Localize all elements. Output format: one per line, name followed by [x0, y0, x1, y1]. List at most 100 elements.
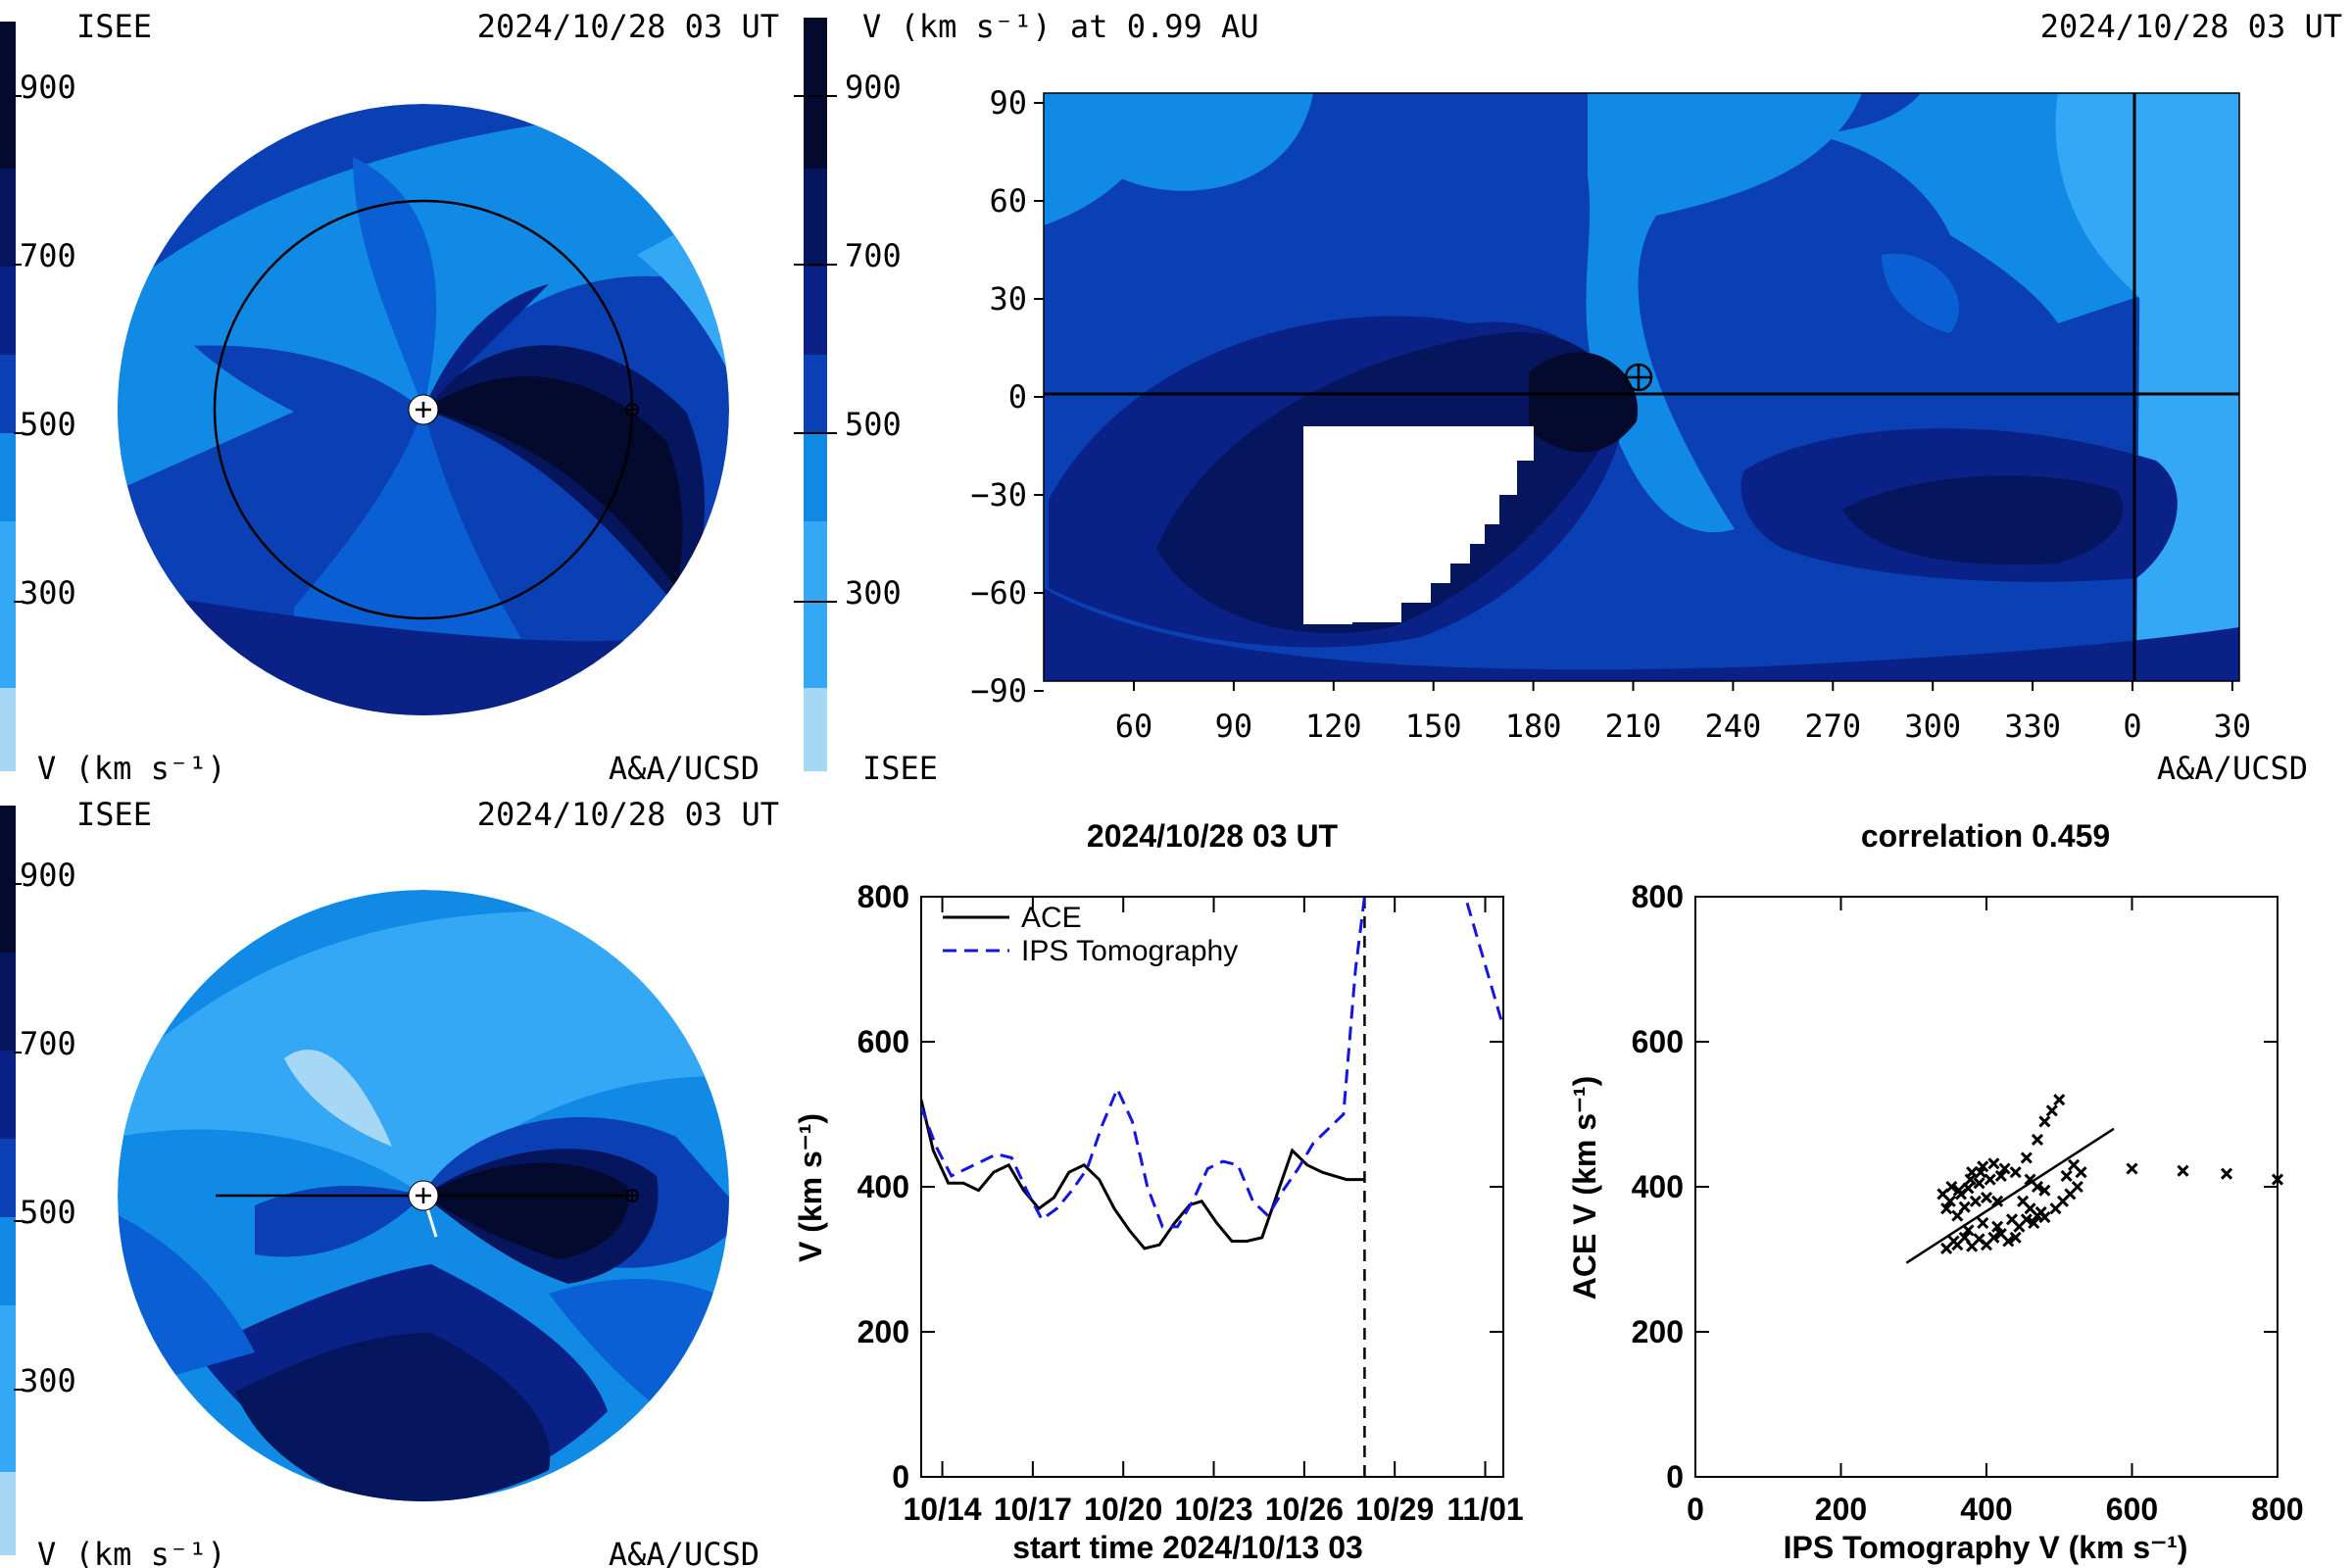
scatter-y-tick-label: 600 — [1632, 1024, 1684, 1059]
colorbar-tl — [0, 22, 22, 771]
scatter-y-tick-label: 800 — [1632, 879, 1684, 914]
scatter-frame — [1694, 896, 2278, 1478]
series-ips-line-forecast — [1463, 897, 1503, 1028]
scatter-point — [1991, 1195, 2004, 1207]
series-ace-line — [921, 1099, 1365, 1250]
map-y-tick-label: −30 — [970, 476, 1027, 514]
cbar-tick-500-tr: 500 — [845, 406, 902, 443]
scatter-y-ticks: 0 200 400 600 800 — [1632, 879, 2278, 1494]
timeseries-y-tick-label: 400 — [858, 1169, 909, 1204]
scatter-point — [2271, 1173, 2284, 1186]
scatter-x-tick-label: 200 — [1815, 1492, 1867, 1527]
map-x-tick-label: 0 — [2123, 708, 2141, 745]
credit-bl: A&A/UCSD — [609, 1536, 760, 1568]
map-y-ticks: 90 60 30 0 −30 −60 −90 — [970, 84, 1044, 710]
scatter-point — [1987, 1231, 2000, 1244]
legend-ips-label: IPS Tomography — [1021, 935, 1238, 967]
map-x-tick-label: 120 — [1305, 708, 1362, 745]
map-y-tick-label: −60 — [970, 574, 1027, 612]
scatter-point — [1958, 1200, 1971, 1213]
earth-marker-tl — [625, 403, 639, 416]
scatter-point — [2031, 1133, 2044, 1146]
scatter-x-tick-label: 600 — [2106, 1492, 2158, 1527]
scatter-point — [1998, 1162, 2011, 1175]
credit-tl: A&A/UCSD — [609, 750, 760, 787]
scatter-point — [2038, 1184, 2051, 1197]
scatter-title: correlation 0.459 — [1861, 818, 2110, 854]
scatter-y-tick-label: 0 — [1666, 1459, 1684, 1494]
scatter-point — [2038, 1115, 2051, 1128]
cbar-tick-300-tr: 300 — [845, 574, 902, 612]
scatter-x-tick-label: 800 — [2251, 1492, 2303, 1527]
colorbar-tr — [794, 18, 837, 771]
map-y-tick-label: 30 — [989, 280, 1027, 318]
timeseries-frame — [920, 896, 1504, 1478]
scatter-x-tick-label: 400 — [1960, 1492, 2012, 1527]
panel-bl: ISEE 2024/10/28 03 UT 900 700 500 300 V … — [0, 796, 779, 1568]
scatter-y-tick-label: 200 — [1632, 1314, 1684, 1349]
series-ips-line — [921, 897, 1366, 1229]
scatter-point — [2031, 1180, 2044, 1194]
panel-tl: ISEE 2024/10/28 03 UT 900 700 500 300 V … — [0, 8, 779, 787]
scatter-point — [2009, 1231, 2022, 1244]
map-frame — [1043, 92, 2240, 682]
velocity-map — [1044, 93, 2239, 681]
map-title: V (km s⁻¹) at 0.99 AU — [862, 8, 1259, 45]
scatter-point — [1984, 1173, 1996, 1186]
scatter-point — [1994, 1169, 2007, 1182]
scatter-point — [1973, 1177, 1985, 1190]
cbar-tick-300-tl: 300 — [20, 574, 76, 612]
scatter-point — [2045, 1104, 2058, 1117]
map-x-tick-label: 300 — [1904, 708, 1961, 745]
timeseries-y-ticks: 0 200 400 600 800 — [858, 879, 1503, 1494]
map-x-tick-label: 150 — [1405, 708, 1462, 745]
timeseries-x-ticks: 10/14 10/17 10/20 10/23 10/26 10/29 11/01 — [904, 897, 1524, 1527]
scatter-point — [1987, 1157, 2000, 1170]
scatter-point — [1962, 1224, 1975, 1237]
scatter-y-tick-label: 400 — [1632, 1169, 1684, 1204]
map-x-tick-label: 330 — [2004, 708, 2061, 745]
map-x-tick-label: 180 — [1505, 708, 1562, 745]
map-x-tick-label: 90 — [1215, 708, 1253, 745]
scatter-point — [2020, 1152, 2033, 1164]
colorbar-bl — [0, 806, 22, 1555]
timeseries-legend: ACE IPS Tomography — [943, 902, 1238, 967]
cbar-tick-700-tl: 700 — [20, 237, 76, 274]
regression-line — [1905, 1127, 2115, 1264]
timeseries-y-tick-label: 800 — [858, 879, 909, 914]
scatter-x-ticks: 0 200 400 600 800 — [1687, 897, 2304, 1527]
scatter-point — [2220, 1167, 2233, 1180]
scatter-point — [2068, 1158, 2081, 1171]
scatter-points — [1936, 1094, 2284, 1254]
scatter-point — [2009, 1166, 2022, 1179]
panel-scatter: correlation 0.459 0 200 400 600 800 0 200 400 6… — [1567, 818, 2304, 1565]
scatter-point — [1969, 1195, 1982, 1207]
scatter-point — [2060, 1169, 2073, 1182]
timestamp-tr: 2024/10/28 03 UT — [2040, 8, 2342, 45]
timeseries-y-label: V (km s⁻¹) — [793, 1113, 828, 1262]
scatter-point — [2020, 1213, 2033, 1226]
scatter-point — [2126, 1162, 2138, 1175]
map-y-tick-label: −90 — [970, 672, 1027, 710]
timeseries-x-tick-label: 11/01 — [1446, 1492, 1523, 1527]
scatter-point — [2002, 1235, 2015, 1248]
timeseries-x-tick-label: 10/29 — [1355, 1492, 1434, 1527]
scatter-y-label: ACE V (km s⁻¹) — [1567, 1076, 1602, 1299]
scatter-point — [1991, 1220, 2004, 1233]
cbar-tick-500-tl: 500 — [20, 406, 76, 443]
legend-ace-label: ACE — [1021, 902, 1082, 934]
timeseries-y-tick-label: 0 — [892, 1459, 909, 1494]
scatter-point — [2177, 1164, 2189, 1177]
map-x-tick-label: 240 — [1705, 708, 1762, 745]
map-x-tick-label: 270 — [1804, 708, 1861, 745]
timeseries-x-tick-label: 10/17 — [994, 1492, 1072, 1527]
cbar-tick-500-bl: 500 — [20, 1194, 76, 1231]
label-isee-tl: ISEE — [76, 8, 152, 45]
colorbar-label-tl: V (km s⁻¹) — [37, 750, 226, 787]
colorbar-label-bl: V (km s⁻¹) — [37, 1536, 226, 1568]
timeseries-title: 2024/10/28 03 UT — [1087, 818, 1339, 854]
cbar-tick-900-tl: 900 — [20, 69, 76, 106]
scatter-x-tick-label: 0 — [1687, 1492, 1704, 1527]
